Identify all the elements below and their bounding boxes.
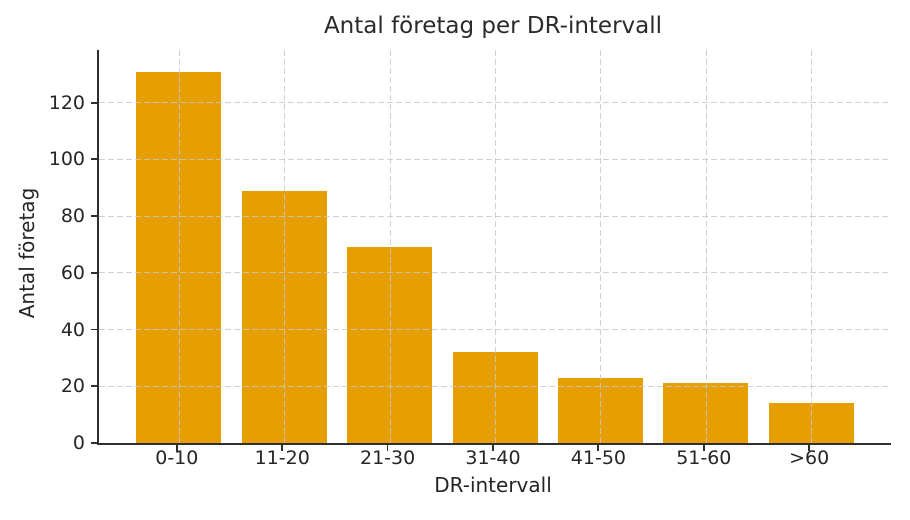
y-tick-mark — [91, 385, 97, 388]
vertical-gridline — [178, 50, 180, 443]
vertical-gridline — [705, 50, 707, 443]
vertical-gridline — [811, 50, 813, 443]
x-tick-label: 11-20 — [254, 447, 310, 469]
y-tick-label: 100 — [48, 148, 85, 171]
horizontal-gridline — [99, 272, 891, 274]
y-axis-label: Antal företag — [15, 187, 39, 319]
horizontal-gridline — [99, 215, 891, 217]
horizontal-gridline — [99, 158, 891, 160]
horizontal-gridline — [99, 102, 891, 104]
horizontal-gridline — [99, 329, 891, 331]
vertical-gridline — [495, 50, 496, 443]
y-tick-label: 80 — [60, 205, 85, 228]
x-tick-mark — [597, 445, 600, 451]
x-tick-label: 21-30 — [359, 447, 416, 469]
y-tick-label: 120 — [48, 91, 85, 114]
y-tick-label: 0 — [72, 432, 85, 454]
x-axis-label: DR-intervall — [434, 473, 552, 497]
vertical-gridline — [600, 50, 602, 443]
x-tick-label: 31-40 — [465, 447, 521, 469]
x-tick-mark — [492, 445, 494, 451]
y-tick-mark — [91, 442, 97, 444]
y-tick-mark — [91, 158, 97, 161]
plot-area — [97, 50, 891, 445]
x-tick-mark — [281, 445, 283, 451]
x-tick-label: >60 — [789, 447, 830, 469]
horizontal-gridline — [99, 385, 891, 387]
x-tick-label: 0-10 — [155, 447, 199, 469]
x-tick-label: 41-50 — [570, 447, 626, 469]
x-tick-mark — [175, 445, 178, 451]
y-tick-label: 20 — [60, 375, 85, 398]
chart-title: Antal företag per DR-intervall — [323, 13, 663, 39]
vertical-gridline — [389, 50, 391, 443]
y-tick-label: 40 — [60, 318, 85, 341]
x-tick-mark — [702, 445, 705, 451]
y-tick-mark — [91, 101, 97, 104]
y-tick-mark — [91, 271, 97, 274]
x-tick-label: 51-60 — [676, 447, 732, 469]
y-tick-mark — [91, 328, 97, 331]
y-tick-mark — [91, 215, 97, 217]
x-tick-mark — [808, 445, 810, 451]
vertical-gridline — [284, 50, 286, 443]
x-tick-mark — [386, 445, 389, 451]
y-tick-label: 60 — [60, 261, 85, 284]
